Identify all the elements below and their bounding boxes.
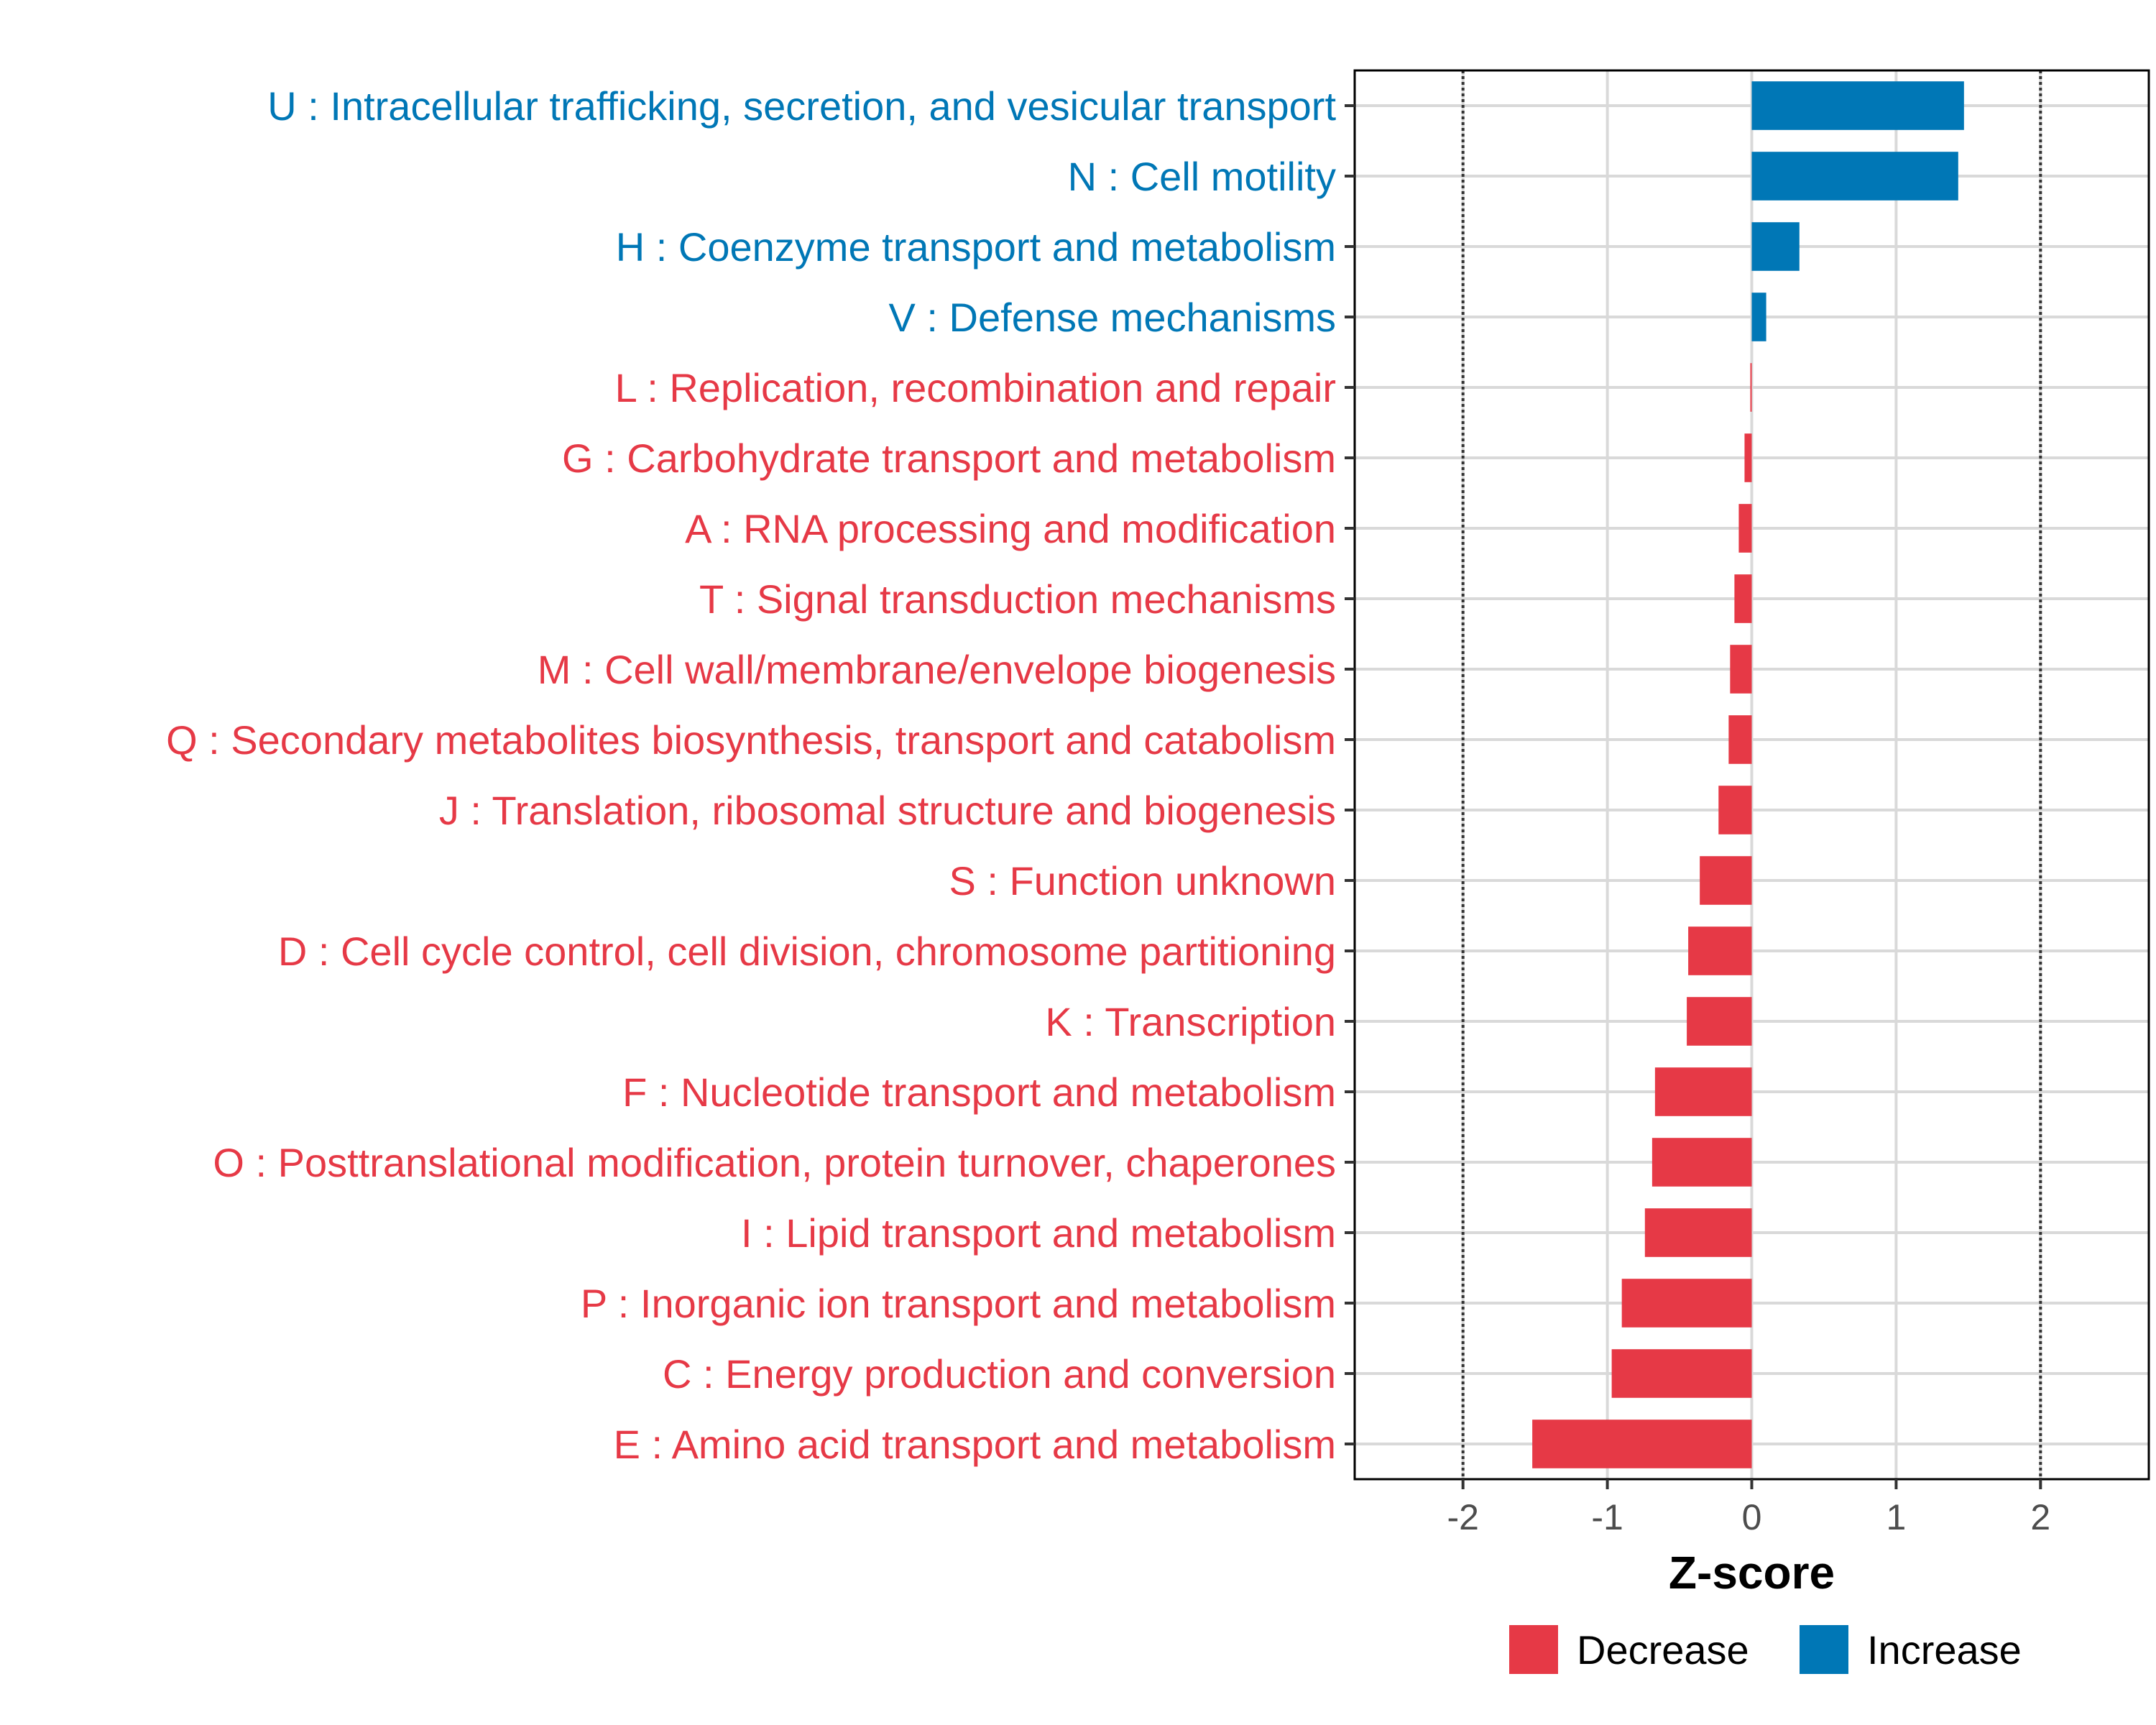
bar <box>1687 997 1752 1046</box>
category-label: K : Transcription <box>1045 999 1336 1044</box>
category-label: S : Function unknown <box>949 858 1336 903</box>
bar <box>1744 433 1752 482</box>
category-label: C : Energy production and conversion <box>663 1351 1336 1397</box>
bar <box>1700 856 1752 905</box>
grid-layer <box>1355 70 2149 1479</box>
bar <box>1654 1067 1752 1116</box>
x-tick-label: 2 <box>2030 1497 2050 1537</box>
category-label: P : Inorganic ion transport and metaboli… <box>581 1281 1336 1326</box>
bar <box>1644 1208 1752 1257</box>
x-tick-label: -2 <box>1447 1497 1478 1537</box>
category-label: A : RNA processing and modification <box>685 506 1336 551</box>
x-tick-label: 1 <box>1886 1497 1907 1537</box>
legend: Decrease Increase <box>1509 1625 2022 1674</box>
category-label: L : Replication, recombination and repai… <box>615 365 1336 410</box>
threshold-layer <box>1461 70 2042 1479</box>
bar <box>1730 645 1752 694</box>
category-label: F : Nucleotide transport and metabolism <box>622 1070 1336 1115</box>
legend-label: Decrease <box>1577 1627 1749 1673</box>
legend-key <box>1509 1625 1558 1674</box>
category-label: H : Coenzyme transport and metabolism <box>616 224 1336 270</box>
bar <box>1688 926 1752 975</box>
bar <box>1751 152 1958 201</box>
bar <box>1532 1420 1752 1468</box>
bar <box>1751 222 1800 271</box>
bar <box>1621 1279 1752 1328</box>
bar <box>1651 1138 1752 1187</box>
category-label: I : Lipid transport and metabolism <box>741 1210 1336 1256</box>
category-label: Q : Secondary metabolites biosynthesis, … <box>166 717 1336 763</box>
category-label: D : Cell cycle control, cell division, c… <box>278 929 1336 974</box>
y-axis: U : Intracellular trafficking, secretion… <box>166 83 1355 1467</box>
legend-label: Increase <box>1867 1627 2022 1673</box>
bar-layer <box>1532 81 1964 1468</box>
bar <box>1738 504 1752 553</box>
category-label: M : Cell wall/membrane/envelope biogenes… <box>538 647 1336 692</box>
category-label: U : Intracellular trafficking, secretion… <box>267 83 1336 129</box>
bar <box>1751 81 1964 130</box>
bar <box>1750 363 1752 412</box>
x-axis: -2 -1 0 1 2 <box>1447 1479 2050 1537</box>
category-label: T : Signal transduction mechanisms <box>699 576 1336 622</box>
x-axis-title: Z-score <box>1669 1547 1835 1598</box>
category-label: G : Carbohydrate transport and metabolis… <box>562 436 1336 481</box>
bar <box>1718 786 1752 834</box>
x-tick-label: 0 <box>1742 1497 1762 1537</box>
bar <box>1728 715 1752 764</box>
bar <box>1751 293 1766 341</box>
bar <box>1611 1349 1752 1398</box>
category-label: E : Amino acid transport and metabolism <box>614 1422 1336 1467</box>
category-label: O : Posttranslational modification, prot… <box>213 1140 1336 1185</box>
x-tick-label: -1 <box>1591 1497 1623 1537</box>
bar <box>1734 574 1752 623</box>
category-label: J : Translation, ribosomal structure and… <box>439 788 1336 833</box>
category-label: V : Defense mechanisms <box>889 295 1336 340</box>
legend-key <box>1800 1625 1848 1674</box>
category-label: N : Cell motility <box>1068 154 1336 199</box>
